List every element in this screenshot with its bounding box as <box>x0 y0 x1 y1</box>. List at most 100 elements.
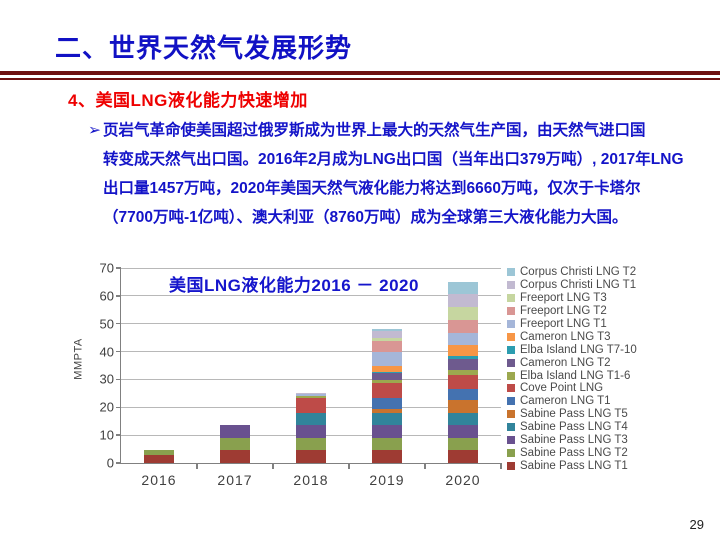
y-tick-mark <box>116 406 121 409</box>
stacked-bar-2018 <box>296 392 326 463</box>
legend-label: Corpus Christi LNG T1 <box>520 279 637 292</box>
bar-segment <box>372 450 402 463</box>
bar-segment <box>372 408 402 413</box>
legend-item: Cameron LNG T1 <box>507 395 707 408</box>
legend-item: Corpus Christi LNG T2 <box>507 266 707 279</box>
y-tick-mark <box>116 434 121 436</box>
y-tick-label-30: 30 <box>99 371 114 387</box>
legend-label: Cameron LNG T1 <box>520 395 611 408</box>
bar-segment <box>448 450 478 463</box>
bar-segment <box>448 356 478 360</box>
x-tick-label-2019: 2019 <box>369 472 405 488</box>
y-tick-label-60: 60 <box>99 288 114 304</box>
slide-title: 二、世界天然气发展形势 <box>55 33 353 63</box>
bar-segment <box>372 366 402 372</box>
bar-segment <box>448 389 478 401</box>
y-tick-label-70: 70 <box>99 260 114 276</box>
gridline-60 <box>121 295 501 297</box>
legend-item: Sabine Pass LNG T3 <box>507 434 707 447</box>
legend-item: Sabine Pass LNG T5 <box>507 408 707 421</box>
body-line-1-text: 页岩气革命使美国超过俄罗斯成为世界上最大的天然气生产国，由天然气进口国 <box>103 122 646 139</box>
bar-segment <box>372 352 402 367</box>
bar-segment <box>448 345 478 357</box>
legend-swatch-icon <box>507 268 515 277</box>
gridline-50 <box>121 323 501 325</box>
x-tick-mark <box>272 463 274 469</box>
legend-swatch-icon <box>507 397 515 406</box>
stacked-bar-2017 <box>220 425 250 463</box>
legend-label: Sabine Pass LNG T2 <box>520 446 628 459</box>
legend-swatch-icon <box>507 384 515 393</box>
bar-segment <box>372 412 402 426</box>
body-line-4: （7700万吨-1亿吨）、澳大利亚（8760万吨）成为全球第三大液化能力大国。 <box>103 209 628 226</box>
legend-label: Sabine Pass LNG T5 <box>520 408 628 421</box>
legend-label: Cameron LNG T2 <box>520 356 611 369</box>
bar-segment <box>448 294 478 307</box>
legend-item: Sabine Pass LNG T2 <box>507 446 707 459</box>
x-tick-mark <box>424 463 426 469</box>
x-tick-label-2017: 2017 <box>217 472 253 488</box>
y-tick-label-50: 50 <box>99 316 114 332</box>
bar-segment <box>296 425 326 438</box>
bar-segment <box>448 332 478 346</box>
y-tick-mark <box>116 462 121 464</box>
bar-segment <box>448 374 478 390</box>
y-tick-mark <box>116 267 121 269</box>
bar-segment <box>448 359 478 371</box>
arrow-bullet-icon: ➢ <box>88 122 101 139</box>
bar-segment <box>448 412 478 426</box>
bar-segment <box>448 425 478 438</box>
legend-label: Elba Island LNG T7-10 <box>520 343 637 356</box>
legend-swatch-icon <box>507 371 515 380</box>
bar-segment <box>144 450 174 456</box>
legend-swatch-icon <box>507 294 515 303</box>
lng-capacity-chart: 美国LNG液化能力2016 － 2020 0 10 20 30 40 50 60 70 2016… <box>73 258 710 516</box>
gridline-40 <box>121 351 501 353</box>
bar-segment <box>372 331 402 339</box>
bar-segment <box>372 437 402 451</box>
x-tick-label-2020: 2020 <box>445 472 481 488</box>
chart-plot-area: 美国LNG液化能力2016 － 2020 0 10 20 30 40 50 60 70 2016… <box>100 261 502 488</box>
legend-label: Freeport LNG T3 <box>520 292 607 305</box>
legend-swatch-icon <box>507 307 515 316</box>
bar-segment <box>296 393 326 397</box>
gridline-70 <box>121 267 501 269</box>
bar-segment <box>296 412 326 426</box>
page-number: 29 <box>689 517 704 532</box>
bar-segment <box>296 392 326 394</box>
bar-segment <box>448 370 478 375</box>
legend-swatch-icon <box>507 423 515 432</box>
legend-label: Freeport LNG T1 <box>520 318 607 330</box>
bar-segment <box>296 437 326 451</box>
y-axis-title: MMPTA <box>72 338 85 380</box>
x-tick-label-2018: 2018 <box>293 472 329 488</box>
bar-segment <box>296 450 326 463</box>
legend-swatch-icon <box>507 436 515 445</box>
stacked-bar-2020 <box>448 281 478 463</box>
legend-item: Corpus Christi LNG T1 <box>507 279 707 292</box>
bar-segment <box>372 373 402 381</box>
legend-item: Sabine Pass LNG T4 <box>507 421 707 434</box>
body-line-2: 转变成天然气出口国。2016年2月成为LNG出口国（当年出口379万吨）, 20… <box>103 151 684 168</box>
legend-label: Cove Point LNG <box>520 382 604 395</box>
body-line-3: 出口量1457万吨，2020年美国天然气液化能力将达到6660万吨，仅次于卡塔尔 <box>103 180 641 197</box>
legend-item: Cameron LNG T3 <box>507 330 707 343</box>
y-tick-label-40: 40 <box>99 344 114 360</box>
legend-swatch-icon <box>507 461 515 470</box>
bar-segment <box>220 437 250 451</box>
bar-segment <box>144 455 174 463</box>
legend-swatch-icon <box>507 410 515 419</box>
y-tick-mark <box>116 322 121 325</box>
bar-segment <box>448 281 478 295</box>
legend-item: Freeport LNG T2 <box>507 305 707 318</box>
y-tick-label-10: 10 <box>99 427 114 443</box>
legend-swatch-icon <box>507 358 515 367</box>
legend-swatch-icon <box>507 281 515 290</box>
bar-segment <box>220 450 250 463</box>
section-heading: 4、美国LNG液化能力快速增加 <box>68 91 308 110</box>
x-axis-line <box>117 462 501 464</box>
legend-label: Corpus Christi LNG T2 <box>520 266 637 279</box>
chart-title: 美国LNG液化能力2016 － 2020 <box>169 276 419 295</box>
bar-segment <box>448 437 478 451</box>
